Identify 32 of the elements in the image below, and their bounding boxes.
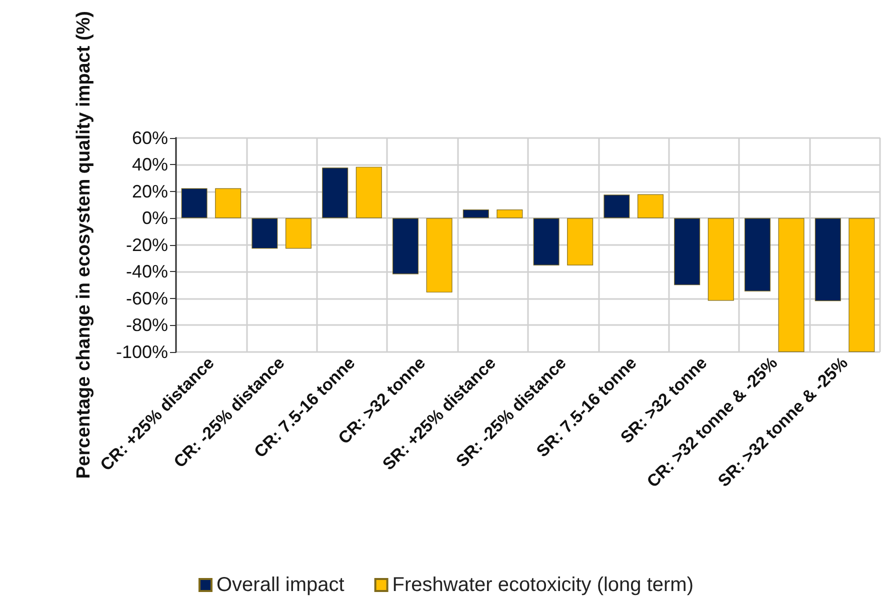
y-tick-label: 0% <box>142 208 168 228</box>
bar <box>181 188 208 218</box>
bar <box>322 168 348 218</box>
y-tick-label: -40% <box>126 262 168 282</box>
y-tick-label: 60% <box>132 128 168 148</box>
bar <box>426 218 452 292</box>
bar <box>392 218 418 274</box>
bar <box>744 218 770 292</box>
bar <box>286 218 312 249</box>
y-tick-label: 20% <box>132 181 168 202</box>
bar <box>462 210 489 218</box>
y-tick-label: -20% <box>126 234 168 255</box>
bar <box>533 218 560 266</box>
bar <box>567 218 594 266</box>
bar <box>496 210 523 218</box>
y-tick-label: 40% <box>132 154 168 175</box>
bar <box>778 218 804 352</box>
bar <box>674 218 700 286</box>
bar <box>215 188 242 218</box>
bar <box>356 166 382 218</box>
y-tick-label: -100% <box>116 342 168 362</box>
y-axis-title: Percentage change in ecosystem quality impact (%) <box>74 11 94 479</box>
bar <box>252 218 278 249</box>
bar <box>604 194 630 218</box>
y-tick-label: -60% <box>126 288 168 308</box>
bar <box>848 218 875 352</box>
bar <box>638 194 664 218</box>
y-tick-label: -80% <box>126 315 168 336</box>
bar <box>708 218 734 301</box>
legend-label: Freshwater ecotoxicity (long term) <box>392 574 694 596</box>
legend-label: Overall impact <box>216 574 345 596</box>
bar <box>814 218 841 302</box>
